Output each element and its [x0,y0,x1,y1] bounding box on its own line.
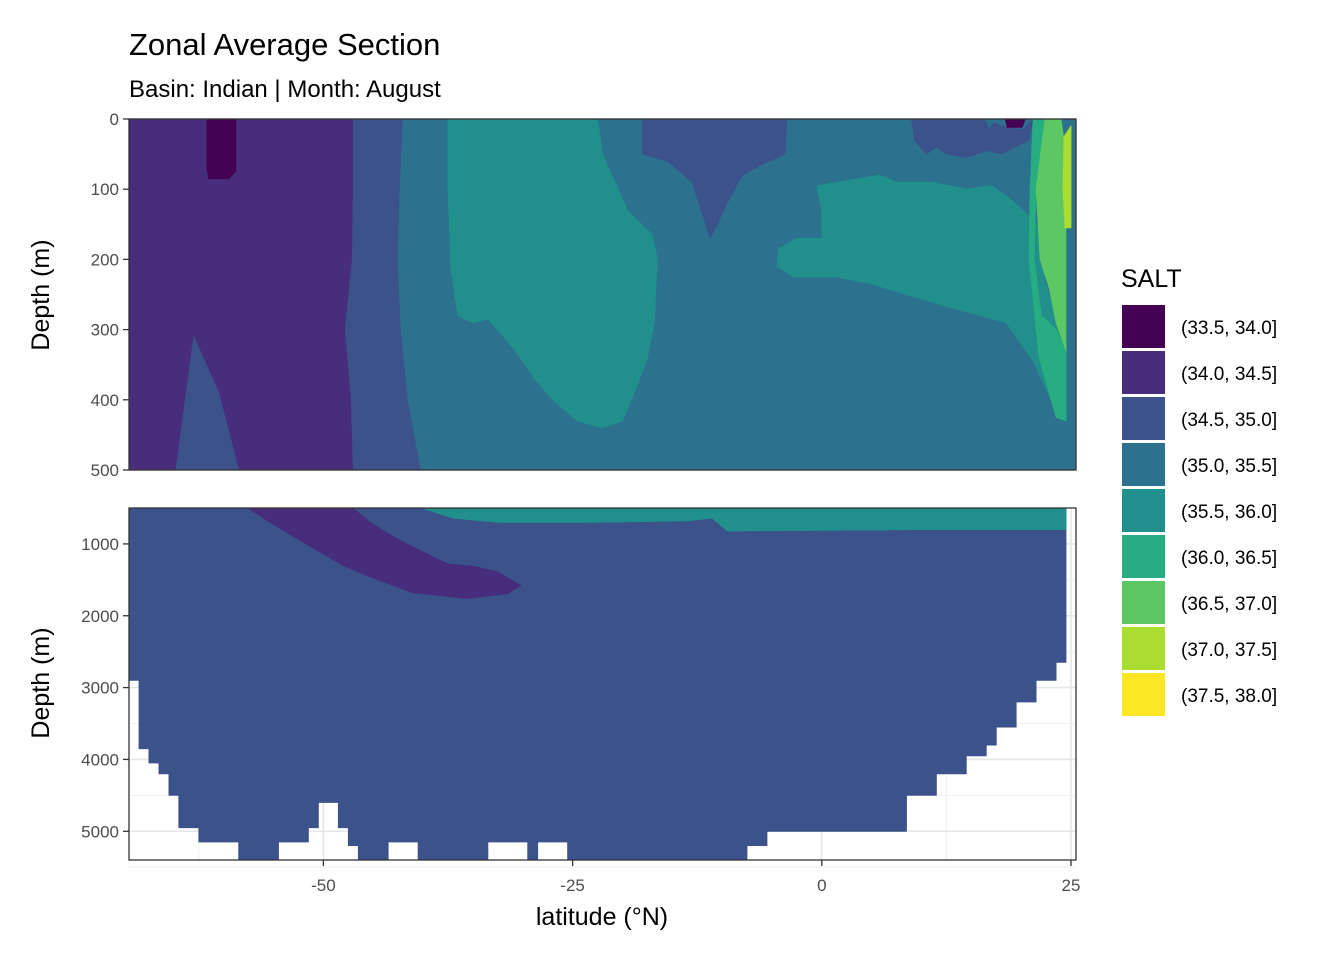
y-tick-label: 2000 [81,607,119,626]
contour-region [422,507,1067,532]
legend-label: (36.5, 37.0] [1181,594,1277,615]
contour-region [1035,118,1067,352]
x-axis-label: latitude (°N) [536,903,668,931]
y-tick-label: 300 [91,321,119,340]
legend-label: (37.5, 38.0] [1181,686,1277,707]
legend-swatch [1122,535,1165,578]
panel-lower: 1000 2000 3000 4000 5000 [81,507,1077,868]
contour-regions-upper [128,118,1077,471]
panel-upper: 0 100 200 300 400 500 [91,110,1077,480]
x-tick-label: -50 [311,876,336,895]
y-tick-label: 100 [91,180,119,199]
y-tick-label: 4000 [81,750,119,769]
y-tick-label: 200 [91,250,119,269]
contour-region [128,118,354,471]
legend-swatch [1122,673,1165,716]
legend-label: (37.0, 37.5] [1181,640,1277,661]
y-tick-label: 1000 [81,535,119,554]
panel-border-lower [128,507,1077,861]
y-tick-label: 500 [91,461,119,480]
x-tick-label: -25 [560,876,585,895]
contour-region [1028,118,1067,422]
y-axis-lower: 1000 2000 3000 4000 5000 [81,535,129,841]
legend: SALT (33.5, 34.0] (34.0, 34.5] (34.5, 35.0… [1121,265,1277,716]
contour-region [642,118,788,239]
contour-region [447,118,658,429]
y-axis-label-lower: Depth (m) [27,627,55,738]
contour-region [1062,125,1072,229]
legend-label: (33.5, 34.0] [1181,318,1277,339]
legend-swatch [1122,627,1165,670]
y-tick-label: 0 [110,110,119,129]
panel-border-upper [128,118,1077,471]
legend-label: (35.5, 36.0] [1181,502,1277,523]
legend-swatch [1122,443,1165,486]
x-axis: -50 -25 0 25 [311,860,1080,895]
legend-label: (36.0, 36.5] [1181,548,1277,569]
contour-regions-lower [128,507,1067,861]
legend-label: (34.0, 34.5] [1181,364,1277,385]
contour-region [911,118,1034,159]
x-tick-label: 0 [817,876,826,895]
legend-swatch [1122,305,1165,348]
legend-label: (34.5, 35.0] [1181,410,1277,431]
y-axis-upper: 0 100 200 300 400 500 [91,110,129,480]
contour-region [248,507,522,599]
y-tick-label: 5000 [81,822,119,841]
legend-label: (35.0, 35.5] [1181,456,1277,477]
legend-swatch [1122,351,1165,394]
y-tick-label: 3000 [81,679,119,698]
legend-swatch [1122,489,1165,532]
y-axis-label-upper: Depth (m) [27,239,55,350]
chart-title: Zonal Average Section [129,27,440,62]
contour-region [1004,118,1026,128]
legend-title: SALT [1121,265,1182,293]
legend-swatch [1122,397,1165,440]
contour-region [206,118,237,180]
y-tick-label: 400 [91,391,119,410]
chart-subtitle: Basin: Indian | Month: August [129,76,441,103]
x-tick-label: 25 [1062,876,1081,895]
legend-swatch [1122,581,1165,624]
